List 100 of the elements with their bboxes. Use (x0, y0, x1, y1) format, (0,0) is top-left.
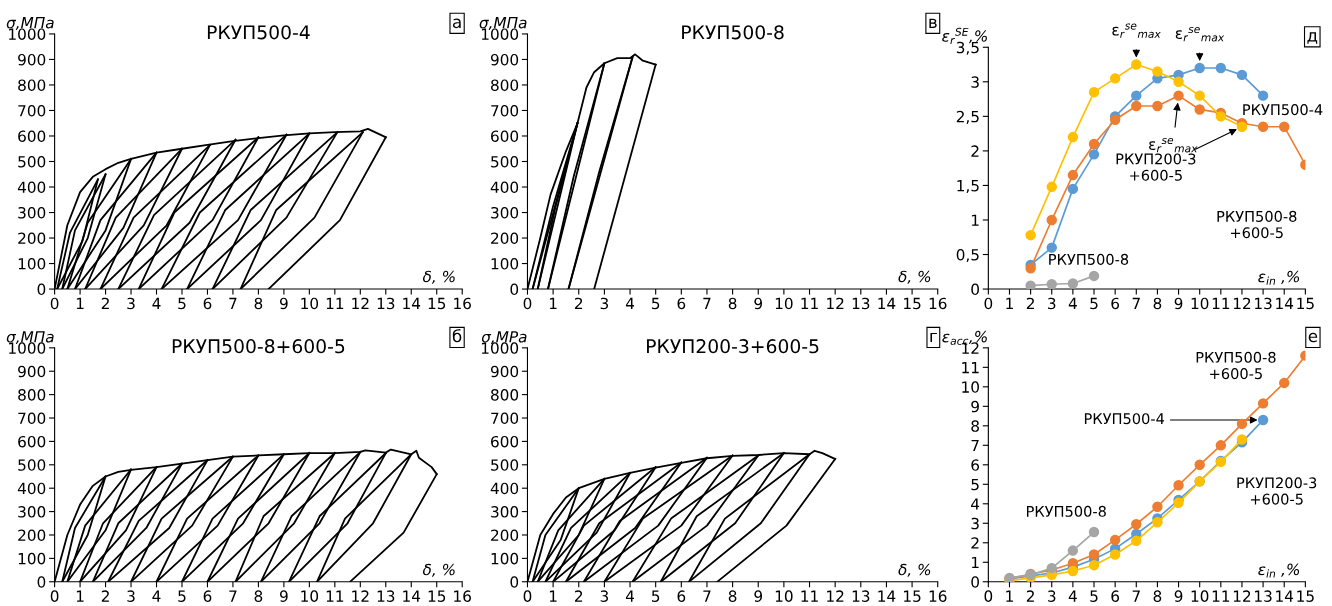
y-tick-label: 600 (491, 130, 519, 143)
x-tick-label: 7 (1132, 297, 1140, 309)
x-tick-label: 2 (1026, 590, 1034, 602)
x-tick-label: 7 (1132, 590, 1140, 602)
x-tick-label: 1 (76, 590, 84, 602)
x-tick-label: 6 (1111, 297, 1120, 310)
x-tick-label: 14 (1276, 590, 1294, 602)
x-tick-label: 11 (1212, 297, 1230, 309)
y-tick-label: 900 (490, 53, 519, 66)
y-axis-title: σ,MPa (481, 331, 527, 345)
x-tick-label: 8 (728, 590, 737, 602)
y-tick-label: 6 (971, 459, 980, 471)
text: г (930, 332, 937, 343)
x-tick-label: 12 (1233, 590, 1251, 602)
y-tick-label: 1000 (9, 28, 46, 40)
y-tick-label: 5 (971, 478, 979, 491)
x-tick-label: 7 (703, 590, 711, 602)
x-tick-label: 0 (523, 590, 532, 602)
x-tick-label: 9 (754, 297, 763, 310)
x-tick-label: 13 (377, 590, 395, 602)
x-tick-label: 1 (76, 297, 84, 309)
x-axis-title: δ, % (898, 563, 931, 577)
x-tick-label: 13 (1255, 297, 1272, 310)
x-tick-label: 12 (352, 297, 369, 309)
x-tick-label: 2 (575, 297, 583, 309)
y-tick-label: 2,5 (956, 110, 979, 124)
text: в (929, 18, 937, 28)
x-tick-label: 15 (904, 297, 921, 310)
x-tick-label: 10 (1191, 590, 1209, 602)
x-axis-title: δ, % (422, 270, 455, 284)
x-tick-label: 11 (801, 297, 818, 309)
x-tick-label: 14 (403, 590, 421, 602)
x-tick-label: 15 (428, 297, 446, 310)
x-tick-label: 5 (1090, 590, 1098, 602)
series-label: РКУП200-3 +600-5 (1237, 477, 1317, 505)
x-tick-label: 1 (549, 297, 557, 309)
text: д (1307, 32, 1318, 44)
x-tick-label: 6 (677, 590, 686, 602)
x-tick-label: 10 (301, 297, 319, 310)
annotation: ε$_{r}$$^{se}$$_{max}$ (1112, 23, 1161, 38)
chart-title: РКУП500-8 (682, 25, 784, 40)
y-tick-label: 7 (971, 439, 979, 452)
annotation: ε$_{r}$$^{se}$$_{max}$ (1149, 137, 1198, 153)
x-tick-label: 9 (754, 590, 763, 602)
x-tick-label: 8 (728, 297, 737, 310)
x-tick-label: 6 (203, 297, 212, 310)
x-tick-label: 3 (1048, 297, 1056, 310)
series-label: РКУП500-8 +600-5 (1196, 351, 1276, 380)
x-tick-label: 15 (1297, 297, 1314, 310)
x-tick-label: 7 (229, 297, 237, 309)
x-tick-label: 3 (1048, 590, 1056, 602)
x-tick-label: 8 (1153, 297, 1162, 310)
x-tick-label: 16 (929, 590, 947, 602)
x-tick-label: 14 (878, 590, 896, 602)
y-tick-label: 8 (971, 420, 979, 432)
x-tick-label: 0 (523, 297, 532, 310)
x-axis-title: δ, % (422, 563, 455, 577)
y-tick-label: 800 (18, 389, 46, 401)
text: б (452, 329, 462, 343)
y-tick-label: 0 (510, 576, 519, 588)
x-tick-label: 11 (801, 590, 818, 602)
y-tick-label: 1 (971, 214, 979, 226)
x-tick-label: 4 (152, 590, 161, 602)
y-tick-label: 0 (37, 283, 46, 296)
x-tick-label: 12 (1233, 297, 1251, 309)
x-tick-label: 11 (326, 590, 344, 602)
y-tick-label: 800 (491, 389, 519, 401)
x-tick-label: 5 (1090, 297, 1098, 310)
x-axis-title: δ, % (898, 270, 931, 284)
x-tick-label: 8 (1153, 590, 1162, 602)
x-tick-label: 14 (403, 297, 421, 309)
y-tick-label: 300 (491, 206, 519, 219)
y-tick-label: 200 (491, 232, 519, 245)
y-tick-label: 400 (490, 482, 519, 495)
x-tick-label: 2 (575, 590, 583, 602)
x-tick-label: 15 (1297, 590, 1314, 602)
x-tick-label: 4 (625, 297, 635, 309)
x-tick-label: 16 (929, 297, 947, 310)
y-tick-label: 800 (18, 79, 46, 91)
x-tick-label: 4 (1068, 590, 1077, 602)
y-tick-label: 500 (491, 459, 519, 471)
x-tick-label: 15 (904, 590, 921, 602)
y-tick-label: 1000 (481, 28, 519, 40)
y-tick-label: 2 (971, 537, 979, 549)
y-tick-label: 400 (17, 181, 46, 194)
y-tick-label: 500 (18, 155, 46, 168)
x-tick-label: 10 (301, 590, 319, 602)
y-tick-label: 0 (37, 576, 46, 588)
text: РКУП500-4 (1084, 413, 1165, 425)
text: РКУП500-8 +600-5 (1217, 210, 1297, 239)
x-tick-label: 5 (178, 297, 186, 310)
x-tick-label: 4 (152, 297, 161, 309)
x-tick-label: 12 (827, 297, 844, 309)
y-tick-label: 10 (962, 381, 979, 393)
y-tick-label: 600 (18, 130, 46, 143)
y-tick-label: 900 (490, 365, 519, 378)
x-tick-label: 5 (652, 590, 660, 602)
y-tick-label: 700 (491, 412, 519, 425)
x-tick-label: 1 (549, 590, 557, 602)
y-tick-label: 700 (18, 104, 46, 117)
